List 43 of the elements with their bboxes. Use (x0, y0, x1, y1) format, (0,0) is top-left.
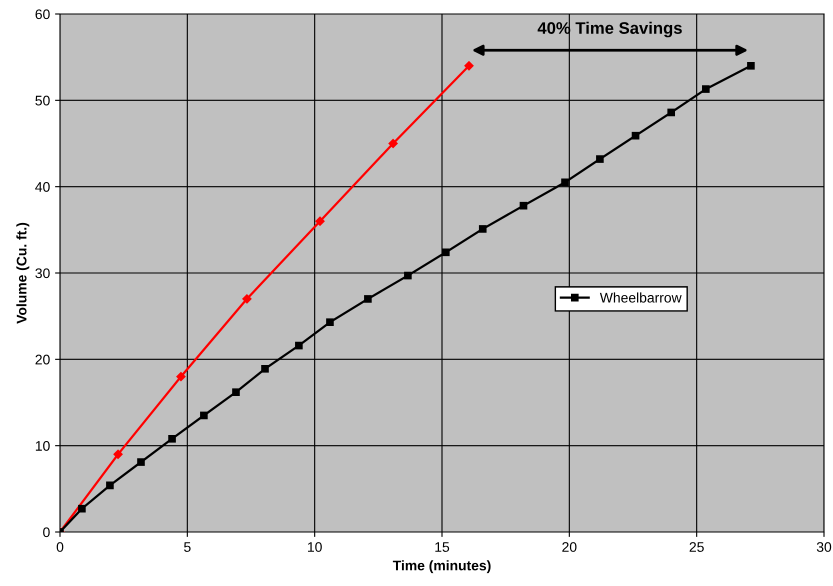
point (295, 342, 303, 350)
point (702, 85, 710, 93)
point (596, 155, 604, 163)
y-tick-label: 0 (43, 527, 50, 538)
legend-label: Wheelbarrow (600, 292, 682, 303)
point (464, 61, 474, 70)
point (561, 178, 569, 186)
x-tick-label: 25 (690, 542, 704, 552)
y-tick-label: 20 (36, 354, 50, 365)
point (113, 450, 123, 459)
point (364, 295, 372, 303)
point (747, 62, 755, 70)
x-tick-label: 15 (435, 542, 450, 552)
y-tick-label: 50 (35, 96, 50, 106)
y-tick-label: 30 (35, 268, 50, 278)
y-tick-label: 10 (36, 441, 50, 451)
x-tick-label: 20 (562, 542, 577, 552)
point (106, 482, 114, 490)
point (326, 318, 334, 326)
point (442, 248, 450, 256)
point (520, 202, 528, 210)
point (315, 216, 325, 226)
point (137, 458, 145, 466)
x-tick-label: 30 (816, 542, 832, 552)
point (478, 225, 487, 233)
x-tick-label: 10 (308, 542, 322, 552)
point (388, 138, 398, 148)
point (242, 294, 252, 304)
point (667, 108, 676, 116)
x-tick-label: 0 (56, 542, 64, 552)
point (78, 504, 86, 513)
point (232, 388, 240, 396)
point (176, 372, 186, 382)
y-tick-label: 60 (36, 9, 50, 20)
point (200, 412, 208, 420)
point (404, 272, 412, 280)
point (632, 132, 640, 140)
y-tick-label: 40 (35, 182, 50, 192)
point (261, 365, 269, 373)
point (168, 434, 176, 443)
x-tick-label: 5 (184, 542, 191, 552)
x-axis-title: Time (minutes) (392, 560, 491, 574)
y-axis-title: Volume (Cu. ft.) (16, 222, 30, 324)
